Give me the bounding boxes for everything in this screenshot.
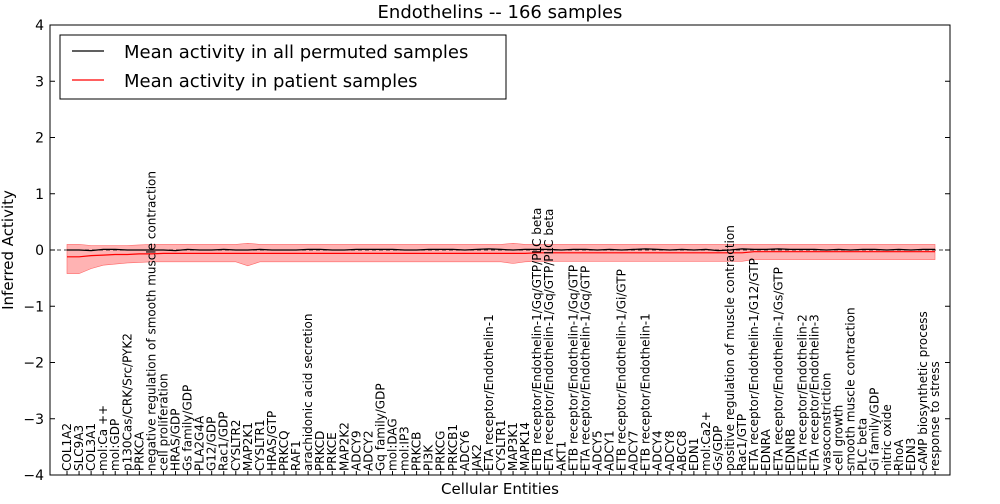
x-tick-label: EDNRA	[759, 428, 773, 471]
x-tick-label: nitric oxide	[880, 404, 894, 471]
x-tick-label: arachidonic acid secretion	[301, 314, 315, 471]
series-line-patient	[67, 251, 935, 258]
y-tick-label: 0	[35, 243, 44, 259]
x-tick-label: Gs/GDP	[711, 426, 725, 471]
x-tick-label: COL1A2	[60, 423, 74, 471]
x-tick-label: mol:DAG	[386, 418, 400, 471]
x-tick-label: ADCY7	[627, 430, 641, 471]
x-tick-label: mol:IP3	[398, 426, 412, 471]
x-tick-label: PRKCQ	[277, 430, 291, 471]
x-tick-label: SLC9A3	[72, 425, 86, 471]
y-axis-label: Inferred Activity	[0, 190, 17, 310]
x-tick-label: vasoconstriction	[820, 373, 834, 471]
x-tick-label: CYSLTR1	[494, 420, 508, 471]
x-tick-label: COL3A1	[84, 423, 98, 471]
legend-label-permuted: Mean activity in all permuted samples	[124, 42, 468, 63]
y-tick-label: 4	[35, 18, 44, 34]
x-tick-label: PRKCE	[325, 432, 339, 471]
y-tick-label: −3	[23, 412, 44, 428]
x-tick-label: ETA receptor/Endothelin-1/G12/GTP	[747, 258, 761, 471]
x-tick-label: ADCY4	[651, 430, 665, 471]
x-tick-label: cAMP biosynthetic process	[916, 311, 930, 471]
x-tick-label: ETA receptor/Endothelin-3	[807, 314, 821, 471]
x-tick-label: ADCY9	[349, 430, 363, 471]
x-tick-label: EDN1	[687, 438, 701, 471]
x-tick-label: cell growth	[832, 405, 846, 471]
x-tick-label: MAPK14	[518, 422, 532, 471]
x-tick-label: MAP3K1	[506, 422, 520, 471]
x-tick-label: Gq family/GDP	[373, 383, 387, 471]
x-tick-label: MAP2K1	[241, 422, 255, 471]
x-tick-label: mol:GDP	[108, 419, 122, 471]
x-tick-label: ETB receptor/Endothelin-1	[639, 313, 653, 471]
x-axis-label: Cellular Entities	[441, 480, 559, 498]
x-tick-label: ETB receptor/Endothelin-1/Gi/GTP	[615, 269, 629, 471]
x-tick-label: RAF1	[289, 440, 303, 471]
x-tick-label: Rac1/GTP	[735, 414, 749, 471]
x-tick-label: AKT1	[554, 441, 568, 471]
x-tick-label: negative regulation of smooth muscle con…	[144, 171, 158, 471]
legend-box	[59, 34, 507, 100]
x-tick-label: ETA receptor/Endothelin-1	[482, 314, 496, 471]
x-tick-label: ETA receptor/Endothelin-1/Gq/GTP/PLC bet…	[542, 209, 556, 471]
x-tick-label: HRAS/GDP	[169, 408, 183, 471]
x-tick-label: Gi family/GDP	[868, 388, 882, 471]
x-tick-label: G12/GDP	[205, 417, 219, 471]
y-tick-label: −2	[23, 356, 44, 372]
x-tick-label: PI3K	[422, 444, 436, 471]
x-tick-label: PLC beta	[856, 418, 870, 471]
x-tick-label: p130Cas/CRK/Src/PYK2	[120, 333, 134, 471]
x-tick-label: CYSLTR2	[229, 420, 243, 471]
x-tick-label: ADCY8	[663, 430, 677, 471]
x-tick-label: EDN3	[904, 438, 918, 471]
x-tick-label: ETA receptor/Endothelin-1/Gq/GTP	[578, 266, 592, 471]
x-tick-label: mol:Ca2+	[699, 411, 713, 471]
x-tick-label: MAP2K2	[337, 422, 351, 471]
x-tick-label: RhoA	[892, 439, 906, 471]
x-tick-label: ABCC8	[675, 430, 689, 471]
x-tick-label: ETA receptor/Endothelin-2	[795, 314, 809, 471]
x-tick-label: Gs family/GDP	[181, 385, 195, 471]
x-tick-label: PRKCG	[434, 431, 448, 471]
x-tick-label: ADCY6	[458, 430, 472, 471]
legend: Mean activity in all permuted samples Me…	[59, 34, 507, 100]
x-tick-label: Rac1/GDP	[217, 412, 231, 471]
x-tick-label: ADCY2	[361, 430, 375, 471]
y-tick-label: 2	[35, 131, 44, 147]
x-tick-label: PRKCB1	[446, 424, 460, 471]
y-tick-label: −4	[23, 468, 44, 484]
y-tick-label: −1	[23, 299, 44, 315]
x-tick-label: smooth muscle contraction	[844, 307, 858, 471]
x-tick-label: ETB receptor/Endothelin-1/Gq/GTP	[566, 265, 580, 471]
x-tick-label: ETB receptor/Endothelin-1/Gq/GTP/PLC bet…	[530, 208, 544, 471]
x-tick-label: PRKCD	[313, 431, 327, 471]
y-tick-label: 1	[35, 187, 44, 203]
x-tick-label: PLA2G4A	[193, 415, 207, 471]
y-tick-label: 3	[35, 74, 44, 90]
x-tick-label: cell proliferation	[156, 373, 170, 471]
x-tick-label: positive regulation of muscle contractio…	[723, 225, 737, 471]
x-tick-label: ADCY1	[603, 430, 617, 471]
x-tick-label: PRKCB	[410, 432, 424, 471]
series-line-permuted	[67, 248, 935, 252]
x-tick-label: ETA receptor/Endothelin-1/Gs/GTP	[771, 267, 785, 471]
x-tick-label: CYSLTR1	[253, 420, 267, 471]
x-tick-label: mol:Ca ++	[96, 405, 110, 471]
x-tick-label: EDNRB	[783, 429, 797, 471]
chart-title: Endothelins -- 166 samples	[378, 2, 623, 23]
plot-frame	[49, 24, 951, 476]
x-tick-label: HRAS/GTP	[265, 411, 279, 471]
x-tick-label: response to stress	[928, 361, 942, 471]
legend-label-patient: Mean activity in patient samples	[124, 71, 418, 92]
x-tick-label: JAK2	[470, 444, 484, 472]
x-tick-label: PRKCA	[132, 431, 146, 471]
x-tick-label: ADCY5	[590, 430, 604, 471]
